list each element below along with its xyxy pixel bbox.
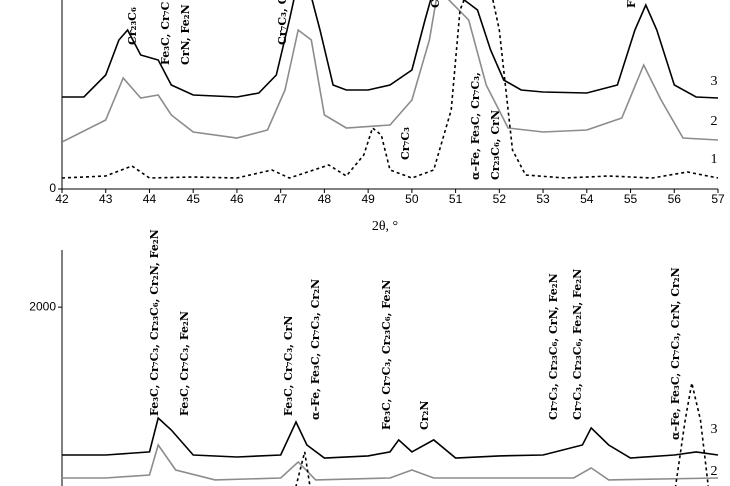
series-label: 2 <box>711 464 718 479</box>
annotation: Cr₂N <box>418 401 431 430</box>
series-label: 3 <box>711 422 718 437</box>
annotation: Fe₃C, Cr₇C₃, Cr₂₃C₆, Cr₂N, Fe₂N <box>148 229 161 416</box>
x-tick-label: 55 <box>624 192 638 206</box>
annotation: CrN, Fe₂N <box>179 4 192 65</box>
x-tick-label: 43 <box>99 192 113 206</box>
annotation: Cr₇C₃, Cr₂₃C₆, Fe₂N, Fe₂N <box>571 269 584 420</box>
series-line <box>62 0 719 99</box>
x-tick-label: 45 <box>187 192 201 206</box>
x-tick-label: 42 <box>55 192 69 206</box>
plot-area <box>62 382 719 486</box>
annotation: Fe₃C, Cr₇C <box>159 1 172 65</box>
x-tick-label: 56 <box>668 192 682 206</box>
y-tick-label: 2000 <box>29 299 56 313</box>
x-tick-label: 48 <box>318 192 332 206</box>
x-tick-label: 53 <box>536 192 550 206</box>
series-label: 2 <box>711 114 718 129</box>
series-line <box>62 443 719 481</box>
annotation: Fe₃C, Cr₇C₃, Fe₂N <box>178 311 191 416</box>
series-line <box>62 416 719 459</box>
series-line <box>62 0 719 179</box>
x-tick-label: 51 <box>449 192 463 206</box>
annotation: α–Fe, Fe₃C, Cr₇C₃, CrN, Cr₂N <box>669 267 682 440</box>
plot-area <box>62 0 719 179</box>
annotation: Cr₇C₃, Cr₂₃C₆, CrN, Fe₂N <box>547 273 560 420</box>
x-tick-label: 47 <box>274 192 288 206</box>
x-axis-label: 2θ, ° <box>372 219 398 234</box>
series-label: 3 <box>711 74 718 89</box>
annotation: Cr₂₃C₆, CrN <box>489 110 502 180</box>
x-tick-label: 57 <box>711 192 725 206</box>
annotation: Fe₃C, Cr₇C₃, CrN <box>282 316 295 416</box>
annotation: α–Fe, Fe₃C, Cr₇C₃, <box>469 72 482 180</box>
series-line <box>295 382 710 486</box>
annotation: C <box>429 0 442 8</box>
annotation: Cr₇C₃, C <box>276 0 289 45</box>
x-tick-label: 46 <box>230 192 244 206</box>
x-tick-label: 50 <box>405 192 419 206</box>
annotation: F <box>625 0 638 8</box>
series-line <box>62 0 719 143</box>
annotation: Fe₃C, Cr₇C₃, Cr₂₃C₆, Fe₂N <box>380 280 393 430</box>
x-tick-label: 44 <box>143 192 157 206</box>
x-tick-label: 54 <box>580 192 594 206</box>
annotation: Cr₂₃C₆ <box>126 7 139 45</box>
x-tick-label: 49 <box>361 192 375 206</box>
y-tick-label: 0 <box>49 181 56 195</box>
annotation: Cr₇C₃ <box>399 127 412 160</box>
series-label: 1 <box>711 152 718 167</box>
x-tick-label: 52 <box>493 192 507 206</box>
annotation: α–Fe, Fe₃C, Cr₇C₃, Cr₂N <box>309 279 322 420</box>
